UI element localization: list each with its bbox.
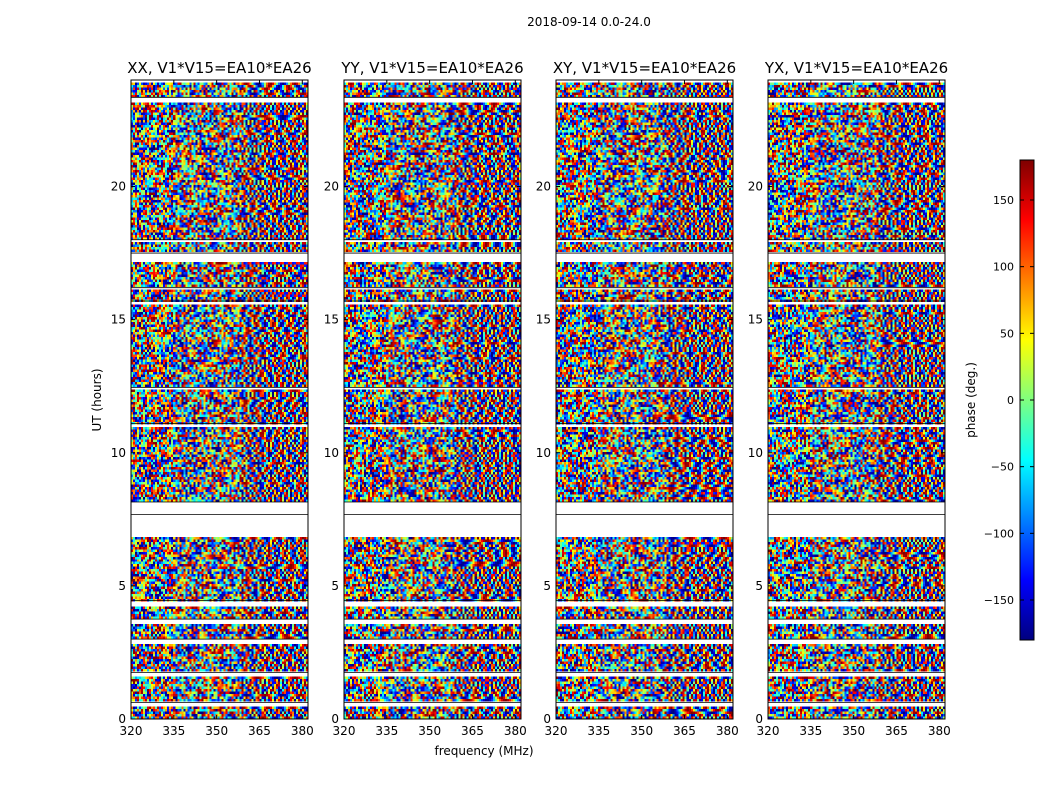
y-tick-label: 20 (324, 180, 339, 194)
x-tick-label: 320 (120, 724, 143, 738)
panel-title: YY, V1*V15=EA10*EA26 (340, 59, 523, 77)
colorbar-tick-label: −50 (991, 461, 1014, 474)
y-tick-label: 5 (755, 579, 763, 593)
x-tick-label: 380 (716, 724, 739, 738)
heatmap-image (344, 80, 521, 719)
colorbar-tick-label: 100 (993, 261, 1014, 274)
panel-frame (130, 79, 309, 720)
colorbar-tick-label: 150 (993, 194, 1014, 207)
y-tick-label: 10 (536, 446, 551, 460)
y-tick-label: 15 (748, 313, 763, 327)
colorbar-tick-label: −100 (984, 527, 1014, 540)
y-tick-label: 0 (118, 712, 126, 726)
x-tick-label: 380 (291, 724, 314, 738)
colorbar-tick-label: −150 (984, 594, 1014, 607)
y-tick-label: 5 (331, 579, 339, 593)
panel-frame (555, 79, 734, 720)
x-tick-label: 335 (799, 724, 822, 738)
y-tick-label: 20 (111, 180, 126, 194)
x-tick-label: 365 (885, 724, 908, 738)
x-tick-label: 350 (205, 724, 228, 738)
y-tick-label: 10 (324, 446, 339, 460)
x-tick-label: 335 (162, 724, 185, 738)
panel-1: XX, V1*V15=EA10*EA26 320 335 350 365 380 0 5 10 1… (111, 59, 314, 738)
panel-3: XY, V1*V15=EA10*EA26 320 335 350 365 380 0 5 10 1… (536, 59, 739, 738)
x-tick-label: 320 (333, 724, 356, 738)
panel-frame (767, 79, 946, 720)
y-axis-label: UT (hours) (90, 368, 104, 431)
x-tick-label: 365 (673, 724, 696, 738)
y-tick-label: 15 (536, 313, 551, 327)
panels-group: XX, V1*V15=EA10*EA26 320 335 350 365 380 0 5 10 1… (111, 59, 951, 738)
x-tick-label: 350 (630, 724, 653, 738)
heatmap-image (556, 80, 733, 719)
x-tick-label: 335 (375, 724, 398, 738)
x-tick-label: 350 (418, 724, 441, 738)
colorbar-tick-label: 0 (1007, 394, 1014, 407)
panel-frame (343, 79, 522, 720)
colorbar-tick-label: 50 (1000, 327, 1014, 340)
y-tick-label: 15 (324, 313, 339, 327)
panel-title: XY, V1*V15=EA10*EA26 (553, 59, 736, 77)
y-tick-label: 0 (331, 712, 339, 726)
panel-title: XX, V1*V15=EA10*EA26 (127, 59, 311, 77)
panel-title: YX, V1*V15=EA10*EA26 (764, 59, 948, 77)
y-tick-label: 0 (755, 712, 763, 726)
x-axis-label: frequency (MHz) (434, 744, 533, 758)
heatmap-image (768, 80, 945, 719)
panel-2: YY, V1*V15=EA10*EA26 320 335 350 365 380 0 5 10 1… (324, 59, 527, 738)
x-tick-label: 350 (842, 724, 865, 738)
y-tick-label: 0 (543, 712, 551, 726)
y-tick-label: 5 (118, 579, 126, 593)
colorbar-ticks: −150 −100 −50 0 50 100 150 (984, 194, 1034, 607)
y-tick-label: 10 (748, 446, 763, 460)
x-tick-label: 380 (928, 724, 951, 738)
y-tick-label: 20 (748, 180, 763, 194)
x-tick-label: 380 (504, 724, 527, 738)
y-tick-label: 10 (111, 446, 126, 460)
y-tick-label: 20 (536, 180, 551, 194)
colorbar: −150 −100 −50 0 50 100 150 phase (deg.) (964, 159, 1035, 641)
colorbar-label: phase (deg.) (964, 362, 978, 438)
y-tick-label: 15 (111, 313, 126, 327)
x-tick-label: 365 (461, 724, 484, 738)
x-tick-label: 365 (248, 724, 271, 738)
y-tick-label: 5 (543, 579, 551, 593)
x-tick-label: 320 (757, 724, 780, 738)
panel-4: YX, V1*V15=EA10*EA26 320 335 350 365 380 0 5 10 1… (748, 59, 951, 738)
x-tick-label: 320 (545, 724, 568, 738)
x-tick-label: 335 (587, 724, 610, 738)
figure-suptitle: 2018-09-14 0.0-24.0 (527, 15, 651, 29)
heatmap-image (131, 80, 308, 719)
